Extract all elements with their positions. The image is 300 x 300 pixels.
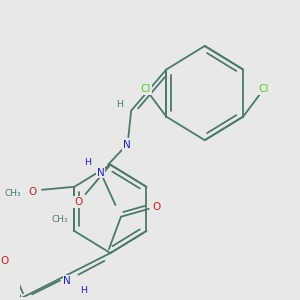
Text: O: O bbox=[0, 256, 8, 266]
Text: H: H bbox=[80, 286, 88, 295]
Text: H: H bbox=[84, 158, 91, 167]
Text: H: H bbox=[116, 100, 124, 109]
Text: N: N bbox=[63, 275, 71, 286]
Text: Cl: Cl bbox=[141, 84, 151, 94]
Text: CH₃: CH₃ bbox=[4, 189, 21, 198]
Text: O: O bbox=[152, 202, 160, 212]
Text: CH₃: CH₃ bbox=[51, 215, 68, 224]
Text: O: O bbox=[28, 187, 37, 197]
Text: Cl: Cl bbox=[258, 84, 269, 94]
Text: N: N bbox=[97, 168, 104, 178]
Text: N: N bbox=[123, 140, 130, 150]
Text: O: O bbox=[74, 197, 82, 207]
